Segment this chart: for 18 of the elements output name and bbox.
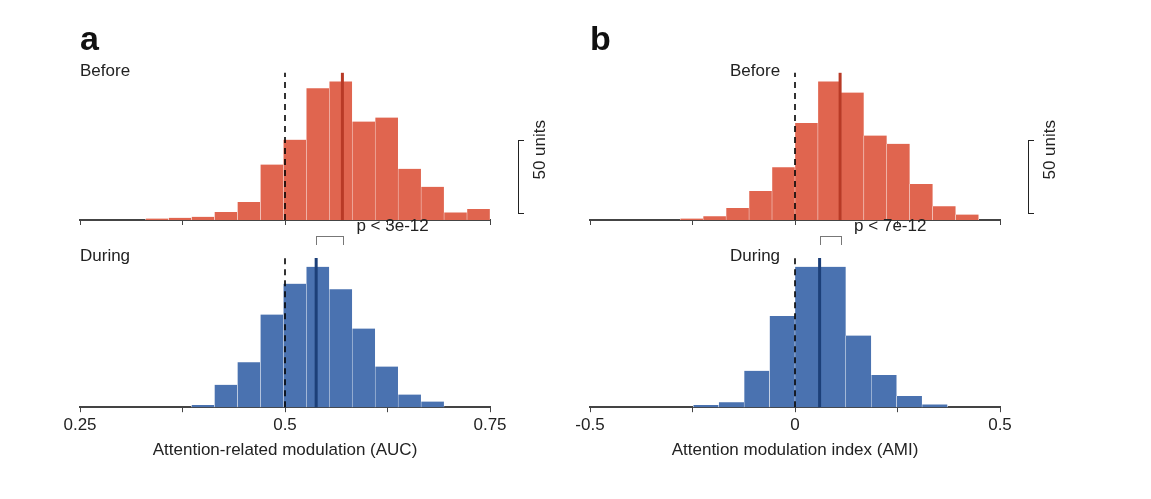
x-tick-label: 0	[790, 415, 800, 435]
x-tick-label: -0.5	[575, 415, 605, 435]
x-axis-title: Attention modulation index (AMI)	[671, 440, 919, 460]
text: During	[730, 246, 781, 266]
x-tick-label: 0.5	[988, 415, 1012, 435]
annotation: p < 3e-12	[356, 216, 429, 236]
x-tick-label: 0.5	[273, 415, 297, 435]
x-axis-title: Attention-related modulation (AUC)	[152, 440, 418, 460]
text: Before	[80, 60, 131, 81]
text: During	[80, 246, 131, 266]
annotation: p < 7e-12	[854, 216, 927, 236]
chart-title: b	[590, 18, 611, 57]
x-tick-label: 0.25	[63, 415, 97, 435]
text: 50 units	[530, 120, 550, 180]
text: Before	[730, 60, 781, 81]
chart-title: a	[80, 18, 100, 57]
x-tick-label: 0.75	[473, 415, 507, 435]
text: 50 units	[1040, 120, 1060, 180]
